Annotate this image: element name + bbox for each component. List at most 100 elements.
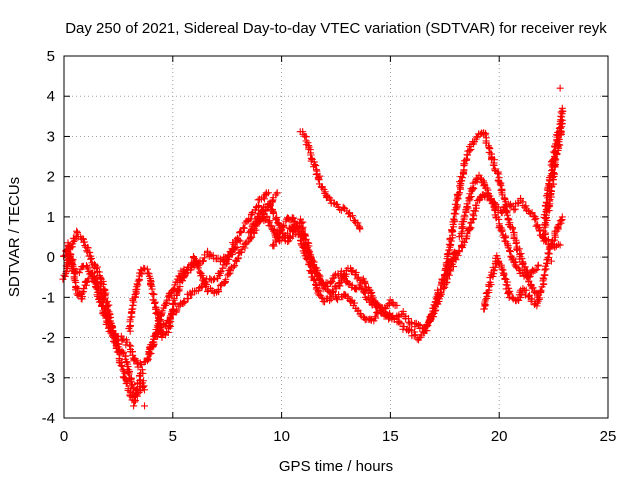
data-point <box>133 280 141 288</box>
data-point <box>220 279 228 287</box>
x-tick-label: 15 <box>382 428 399 445</box>
data-point <box>180 297 188 305</box>
data-point <box>361 280 369 288</box>
data-point <box>203 288 211 296</box>
data-point <box>354 273 362 281</box>
data-point <box>542 205 550 213</box>
data-point <box>269 242 277 250</box>
data-point <box>328 277 336 285</box>
data-point <box>532 215 540 223</box>
data-point <box>209 251 217 259</box>
x-tick-label: 10 <box>273 428 290 445</box>
data-point <box>533 266 541 274</box>
data-point <box>198 283 206 291</box>
data-point <box>255 202 263 210</box>
y-tick-label: 1 <box>47 209 55 226</box>
data-point <box>444 251 452 259</box>
data-point <box>437 288 445 296</box>
data-point <box>382 305 390 313</box>
data-point <box>143 354 151 362</box>
data-point <box>437 289 445 297</box>
data-point <box>455 190 463 198</box>
data-point <box>537 286 545 294</box>
data-point <box>199 257 207 265</box>
data-point <box>141 386 149 394</box>
data-point <box>276 227 284 235</box>
data-point <box>440 271 448 279</box>
data-point <box>499 269 507 277</box>
data-point <box>215 288 223 296</box>
data-point <box>462 156 470 164</box>
data-point <box>542 215 550 223</box>
data-point <box>552 149 560 157</box>
data-point <box>528 295 536 303</box>
data-point <box>96 297 104 305</box>
data-point <box>510 206 518 214</box>
data-point <box>341 271 349 279</box>
data-point <box>550 236 558 244</box>
data-point <box>450 209 458 217</box>
data-point <box>546 187 554 195</box>
data-point <box>515 265 523 273</box>
data-point <box>229 263 237 271</box>
data-point <box>220 257 228 265</box>
data-point <box>522 202 530 210</box>
data-point <box>442 270 450 278</box>
data-point <box>150 290 158 298</box>
data-point <box>310 277 318 285</box>
data-point <box>297 219 305 227</box>
data-point <box>83 247 91 255</box>
data-point <box>449 215 457 223</box>
data-point <box>534 261 542 269</box>
data-point <box>395 318 403 326</box>
data-point <box>546 174 554 182</box>
data-point <box>490 161 498 169</box>
data-point <box>509 225 517 233</box>
data-point <box>545 179 553 187</box>
data-point <box>298 231 306 239</box>
data-point <box>410 331 418 339</box>
data-point <box>344 279 352 287</box>
data-point <box>531 216 539 224</box>
data-point <box>549 161 557 169</box>
data-point <box>393 301 401 309</box>
data-point <box>176 273 184 281</box>
data-point <box>82 278 90 286</box>
data-point <box>334 296 342 304</box>
x-tick-label: 5 <box>169 428 177 445</box>
data-point <box>504 214 512 222</box>
data-point <box>553 131 561 139</box>
data-point <box>484 191 492 199</box>
data-point <box>188 291 196 299</box>
data-point <box>291 217 299 225</box>
data-point <box>464 204 472 212</box>
x-tick-label: 0 <box>60 428 68 445</box>
data-point <box>236 237 244 245</box>
data-point <box>513 238 521 246</box>
data-point <box>290 218 298 226</box>
data-point <box>321 298 329 306</box>
data-point <box>80 285 88 293</box>
data-point <box>516 294 524 302</box>
data-point <box>318 293 326 301</box>
data-point <box>540 275 548 283</box>
data-point <box>318 278 326 286</box>
data-point <box>118 362 126 370</box>
data-point <box>421 325 429 333</box>
data-point <box>534 297 542 305</box>
data-point <box>557 217 565 225</box>
data-point <box>541 266 549 274</box>
y-tick-label: -1 <box>42 289 55 306</box>
data-point <box>148 289 156 297</box>
data-point <box>429 310 437 318</box>
data-point <box>138 366 146 374</box>
data-point <box>147 279 155 287</box>
data-point <box>339 203 347 211</box>
x-axis-label: GPS time / hours <box>279 458 393 475</box>
data-point <box>465 223 473 231</box>
data-point <box>526 272 534 280</box>
data-point <box>234 255 242 263</box>
data-point <box>125 370 133 378</box>
data-point <box>98 302 106 310</box>
data-point <box>130 402 138 410</box>
